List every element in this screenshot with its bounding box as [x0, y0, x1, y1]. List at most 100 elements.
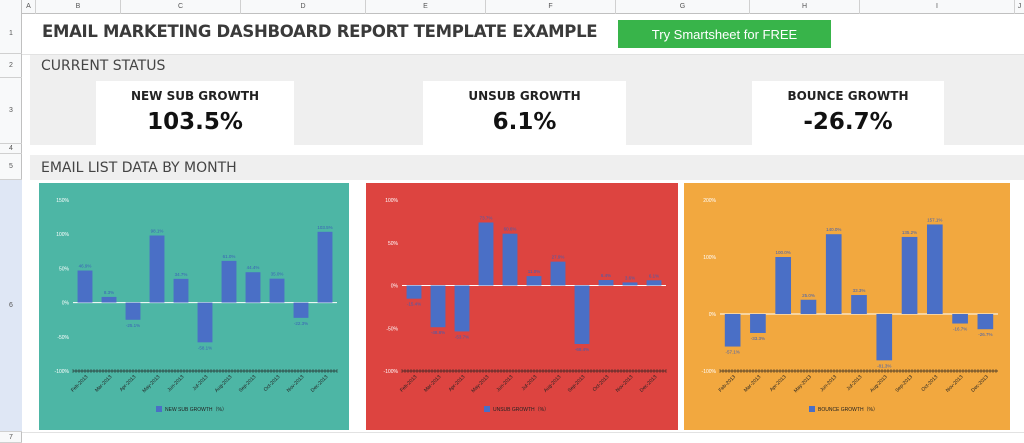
kpi-label: BOUNCE GROWTH	[787, 89, 909, 103]
column-header-g[interactable]: G	[616, 0, 750, 14]
select-all-corner[interactable]	[0, 0, 22, 14]
data-label: -48.8%	[431, 330, 445, 335]
y-tick-label: -100%	[702, 369, 717, 375]
y-tick-label: 100%	[703, 255, 716, 261]
data-label: 34.7%	[175, 272, 188, 277]
column-header-e[interactable]: E	[366, 0, 486, 14]
y-tick-label: -100%	[384, 369, 399, 375]
y-tick-label: 0%	[62, 301, 70, 307]
bar	[245, 272, 261, 303]
row-header-4[interactable]: 4	[0, 144, 22, 154]
kpi-value: -26.7%	[803, 109, 893, 135]
x-axis-minor-ticks	[401, 369, 667, 373]
data-label: -53.7%	[455, 334, 469, 339]
bar	[173, 278, 189, 303]
bar	[269, 278, 285, 303]
bar	[77, 270, 93, 303]
row-divider	[22, 54, 1024, 55]
data-label: 103.5%	[317, 225, 332, 230]
data-label: -22.3%	[294, 321, 308, 326]
bar	[125, 302, 141, 320]
y-tick-label: 50%	[388, 241, 399, 247]
new-sub-growth-chart: 150% 100% 50% 0% -50% -100% 46.9% Feb-2013 8.3% M…	[39, 183, 349, 430]
data-label: 11.0%	[528, 269, 540, 274]
bar	[526, 276, 542, 286]
x-axis-minor-ticks	[72, 369, 338, 373]
list-data-band	[30, 155, 1024, 180]
bar	[800, 299, 817, 314]
bar	[317, 231, 333, 303]
data-label: 25.0%	[802, 293, 815, 298]
y-tick-label: -50%	[57, 335, 69, 341]
data-label: 60.6%	[504, 227, 517, 232]
row-divider	[22, 432, 1024, 433]
data-label: -81.3%	[877, 363, 891, 368]
row-header-6[interactable]: 6	[0, 180, 22, 432]
bar	[221, 260, 237, 303]
try-smartsheet-button[interactable]: Try Smartsheet for FREE	[618, 20, 831, 48]
bar	[149, 235, 165, 303]
bar	[454, 285, 470, 332]
column-header-h[interactable]: H	[750, 0, 860, 14]
bar	[952, 314, 968, 324]
column-header-f[interactable]: F	[486, 0, 616, 14]
bar	[478, 222, 494, 286]
column-header-bar: A B C D E F G H I J	[0, 0, 1024, 14]
y-tick-label: 50%	[59, 266, 70, 272]
y-tick-label: 200%	[703, 198, 716, 204]
unsub-growth-chart: 100% 50% 0% -50% -100% -15.4% Feb-2013 -48.8% Ma…	[366, 183, 678, 430]
data-label: 33.3%	[853, 288, 866, 293]
kpi-label: NEW SUB GROWTH	[130, 89, 260, 103]
chart-svg: 150%100%50%0%-50%-100%46.9%Feb-20138.3%M…	[39, 183, 349, 430]
column-header-d[interactable]: D	[241, 0, 366, 14]
row-header-5[interactable]: 5	[0, 154, 22, 180]
data-label: -58.1%	[198, 345, 212, 350]
row-header-3[interactable]: 3	[0, 78, 22, 144]
bar	[901, 236, 918, 314]
column-header-b[interactable]: B	[36, 0, 121, 14]
kpi-unsub-growth: UNSUB GROWTH 6.1%	[423, 81, 626, 146]
data-label: -15.4%	[407, 302, 421, 307]
y-tick-label: -100%	[55, 369, 70, 375]
bar	[598, 280, 614, 286]
bar	[293, 302, 309, 318]
bar	[101, 296, 117, 303]
y-tick-label: -50%	[386, 326, 398, 332]
bounce-growth-chart: 200% 100% 0% -100% -57.1% Feb-2013 -33.3% Mar-2…	[684, 183, 1010, 430]
row-header-7[interactable]: 7	[0, 432, 22, 443]
chart-background	[366, 183, 678, 430]
bar	[825, 234, 842, 314]
data-label: 35.0%	[271, 272, 284, 277]
legend-label: NEW SUB GROWTH（%）	[165, 407, 227, 413]
legend-swatch	[809, 406, 815, 412]
column-header-a[interactable]: A	[22, 0, 36, 14]
bar	[775, 257, 792, 314]
data-label: -68.4%	[575, 347, 589, 352]
row-header-1[interactable]: 1	[0, 14, 22, 54]
data-label: 8.3%	[104, 290, 114, 295]
legend-label: UNSUB GROWTH（%）	[493, 407, 549, 413]
data-label: 157.1%	[927, 217, 942, 222]
y-tick-label: 0%	[391, 284, 399, 290]
column-header-c[interactable]: C	[121, 0, 241, 14]
data-label: 98.1%	[151, 228, 164, 233]
legend-swatch	[484, 406, 490, 412]
kpi-value: 103.5%	[147, 109, 243, 135]
kpi-value: 6.1%	[492, 109, 557, 135]
column-header-j[interactable]: J	[1017, 3, 1022, 10]
bar	[574, 285, 590, 344]
bar	[750, 314, 766, 333]
data-label: 140.0%	[826, 227, 841, 232]
bar	[724, 314, 741, 347]
data-label: 3.6%	[625, 275, 635, 280]
row-header-2[interactable]: 2	[0, 54, 22, 78]
data-label: 135.2%	[902, 230, 917, 235]
y-tick-label: 100%	[56, 232, 69, 238]
bar	[851, 295, 867, 314]
column-header-i[interactable]: I	[860, 0, 1015, 14]
bar	[197, 302, 213, 343]
data-label: -16.7%	[953, 327, 967, 332]
bar	[876, 314, 893, 361]
kpi-new-sub-growth: NEW SUB GROWTH 103.5%	[96, 81, 294, 146]
